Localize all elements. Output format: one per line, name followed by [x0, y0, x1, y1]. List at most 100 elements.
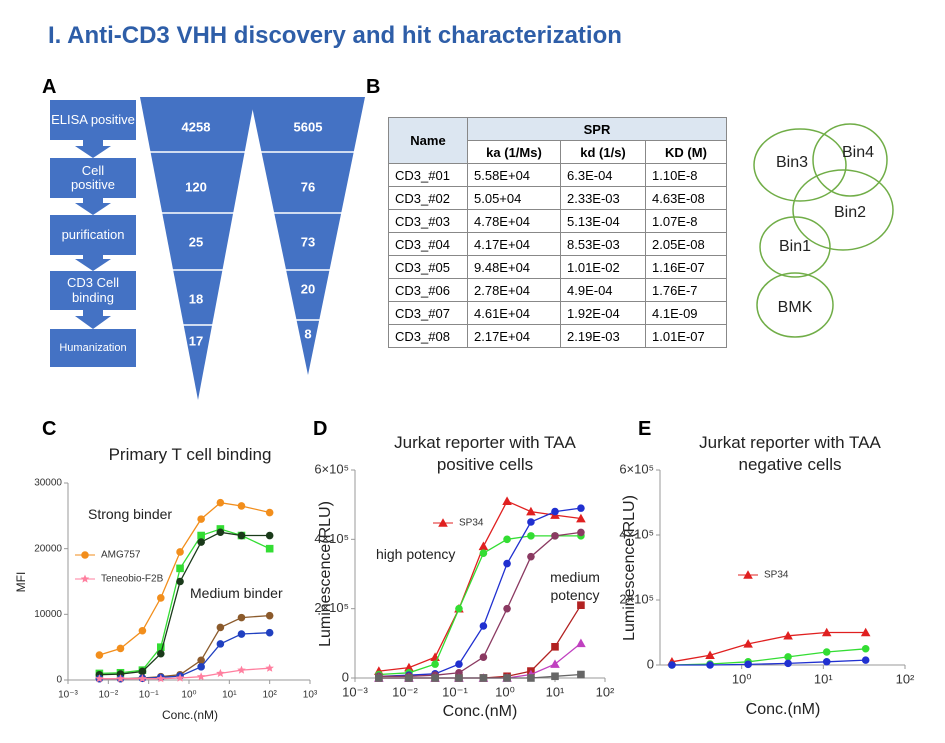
- marker: [237, 665, 246, 674]
- marker: [431, 660, 439, 668]
- table-cell: CD3_#01: [388, 163, 468, 187]
- header-cell: KD (M): [645, 140, 727, 164]
- table-cell: 9.48E+04: [467, 255, 561, 279]
- marker: [237, 613, 246, 622]
- marker: [455, 674, 463, 682]
- marker: [743, 639, 753, 648]
- bin-circles: [753, 123, 894, 338]
- marker: [196, 672, 206, 681]
- marker: [455, 660, 463, 668]
- marker: [176, 548, 184, 556]
- table-cell: 4.78E+04: [467, 209, 561, 233]
- x-tick-label: 10¹: [546, 684, 565, 699]
- marker: [706, 661, 714, 669]
- x-tick-label: 10²: [896, 671, 915, 686]
- marker: [743, 570, 753, 579]
- table-row: CD3_#02 5.05+04 2.33E-03 4.63E-08: [388, 186, 727, 210]
- marker: [527, 674, 535, 682]
- table-cell: 4.9E-04: [560, 278, 646, 302]
- series-line: [671, 631, 866, 663]
- marker: [265, 663, 274, 672]
- spr-table: Name SPR ka (1/Ms) kd (1/s) KD (M) CD3_#01 5…: [388, 117, 727, 348]
- table-cell: CD3_#05: [388, 255, 468, 279]
- table-row: CD3_#05 9.48E+04 1.01E-02 1.16E-07: [388, 255, 727, 279]
- page-title: I. Anti-CD3 VHH discovery and hit charac…: [48, 22, 622, 49]
- series-line: [671, 648, 866, 666]
- table-cell: 2.05E-08: [645, 232, 727, 256]
- marker: [438, 518, 448, 527]
- marker: [197, 531, 205, 540]
- marker: [822, 657, 831, 666]
- header-cell: ka (1/Ms): [467, 140, 561, 164]
- step-box: CD3 Cell binding: [50, 271, 136, 310]
- x-tick-label: 10⁻³: [342, 684, 368, 699]
- step-box: ELISA positive: [50, 100, 136, 140]
- x-tick-label: 10⁰: [732, 671, 752, 686]
- x-axis-label: Conc.(nM): [162, 708, 218, 722]
- bin-label: Bin3: [776, 154, 808, 171]
- table-cell: CD3_#03: [388, 209, 468, 233]
- marker: [527, 518, 535, 526]
- table-cell: CD3_#06: [388, 278, 468, 302]
- marker: [265, 544, 274, 553]
- funnel-count: 18: [189, 291, 203, 306]
- x-tick-label: 10⁰: [181, 690, 196, 701]
- table-row: CD3_#06 2.78E+04 4.9E-04 1.76E-7: [388, 278, 727, 302]
- x-tick-label: 10⁻¹: [139, 690, 159, 701]
- x-tick-label: 10⁻¹: [442, 684, 468, 699]
- table-cell: 2.78E+04: [467, 278, 561, 302]
- panel-label: D: [313, 418, 328, 440]
- panel-label: B: [366, 76, 381, 98]
- header-cell: SPR: [467, 117, 727, 141]
- marker: [216, 623, 225, 632]
- funnel-2: [245, 97, 370, 375]
- table-cell: CD3_#08: [388, 324, 468, 348]
- table-cell: 4.1E-09: [645, 301, 727, 325]
- series-line: [671, 659, 866, 666]
- x-tick-label: 10⁰: [495, 684, 515, 699]
- table-cell: 4.61E+04: [467, 301, 561, 325]
- panel-label: A: [42, 76, 57, 98]
- marker: [577, 601, 585, 609]
- table-cell: 5.05+04: [467, 186, 561, 210]
- marker: [860, 627, 871, 637]
- table-row: CD3_#01 5.58E+04 6.3E-04 1.10E-8: [388, 163, 727, 187]
- panel-label: C: [42, 418, 57, 440]
- marker: [576, 513, 586, 523]
- y-tick-label: 4×10⁵: [619, 526, 654, 541]
- table-cell: 1.01E-07: [645, 324, 727, 348]
- marker: [138, 674, 147, 683]
- table-row: CD3_#03 4.78E+04 5.13E-04 1.07E-8: [388, 209, 727, 233]
- step-box: Humanization: [50, 329, 136, 367]
- table-cell: CD3_#04: [388, 232, 468, 256]
- funnel-count: 17: [189, 333, 203, 348]
- table-cell: 1.16E-07: [645, 255, 727, 279]
- y-tick-label: 2×10⁵: [619, 591, 654, 606]
- marker: [216, 640, 225, 648]
- table-cell: 1.76E-7: [645, 278, 727, 302]
- marker: [479, 549, 488, 557]
- y-tick-label: 10000: [34, 609, 62, 620]
- header-cell: Name: [388, 117, 468, 164]
- y-tick-label: 20000: [34, 543, 62, 554]
- header-cell: kd (1/s): [560, 140, 646, 164]
- table-cell: 4.63E-08: [645, 186, 727, 210]
- marker: [455, 604, 463, 613]
- chart-title: Jurkat reporter with TAA negative cells: [699, 433, 881, 475]
- marker: [431, 674, 439, 682]
- y-tick-label: 30000: [34, 478, 62, 489]
- marker: [375, 674, 383, 682]
- table-cell: 1.92E-04: [560, 301, 646, 325]
- marker: [479, 653, 488, 661]
- marker: [783, 630, 793, 640]
- table-cell: 8.53E-03: [560, 232, 646, 256]
- marker: [479, 674, 488, 682]
- marker: [265, 628, 274, 637]
- marker: [526, 506, 536, 516]
- funnel-count: 5605: [294, 119, 323, 134]
- y-tick-label: 4×10⁵: [314, 531, 349, 546]
- table-cell: 5.58E+04: [467, 163, 561, 187]
- table-cell: 1.07E-8: [645, 209, 727, 233]
- marker: [503, 604, 511, 613]
- funnel-count: 73: [301, 234, 315, 249]
